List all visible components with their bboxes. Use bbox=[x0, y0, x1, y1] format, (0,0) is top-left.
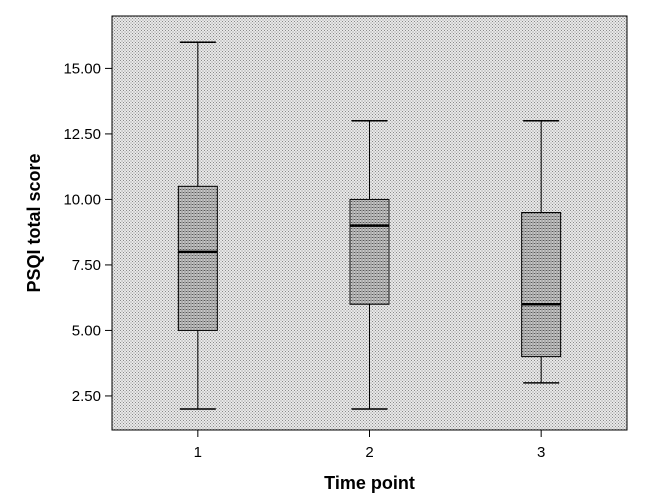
iqr-box bbox=[350, 199, 389, 304]
y-tick-label: 7.50 bbox=[72, 257, 101, 274]
y-axis: 2.50 5.00 7.50 10.00 12.50 15.00 bbox=[63, 60, 112, 405]
y-tick-label: 15.00 bbox=[63, 60, 101, 77]
y-axis-title: PSQI total score bbox=[24, 153, 44, 292]
y-tick-label: 10.00 bbox=[63, 191, 101, 208]
x-tick-label: 3 bbox=[537, 444, 545, 461]
iqr-box bbox=[178, 186, 217, 330]
y-tick-label: 2.50 bbox=[72, 388, 101, 405]
y-tick-label: 12.50 bbox=[63, 126, 101, 143]
x-axis-title: Time point bbox=[324, 473, 415, 493]
x-tick-label: 2 bbox=[365, 444, 373, 461]
x-tick-label: 1 bbox=[194, 444, 202, 461]
y-tick-label: 5.00 bbox=[72, 322, 101, 339]
iqr-box bbox=[522, 213, 561, 357]
x-axis: 1 2 3 bbox=[194, 430, 546, 461]
